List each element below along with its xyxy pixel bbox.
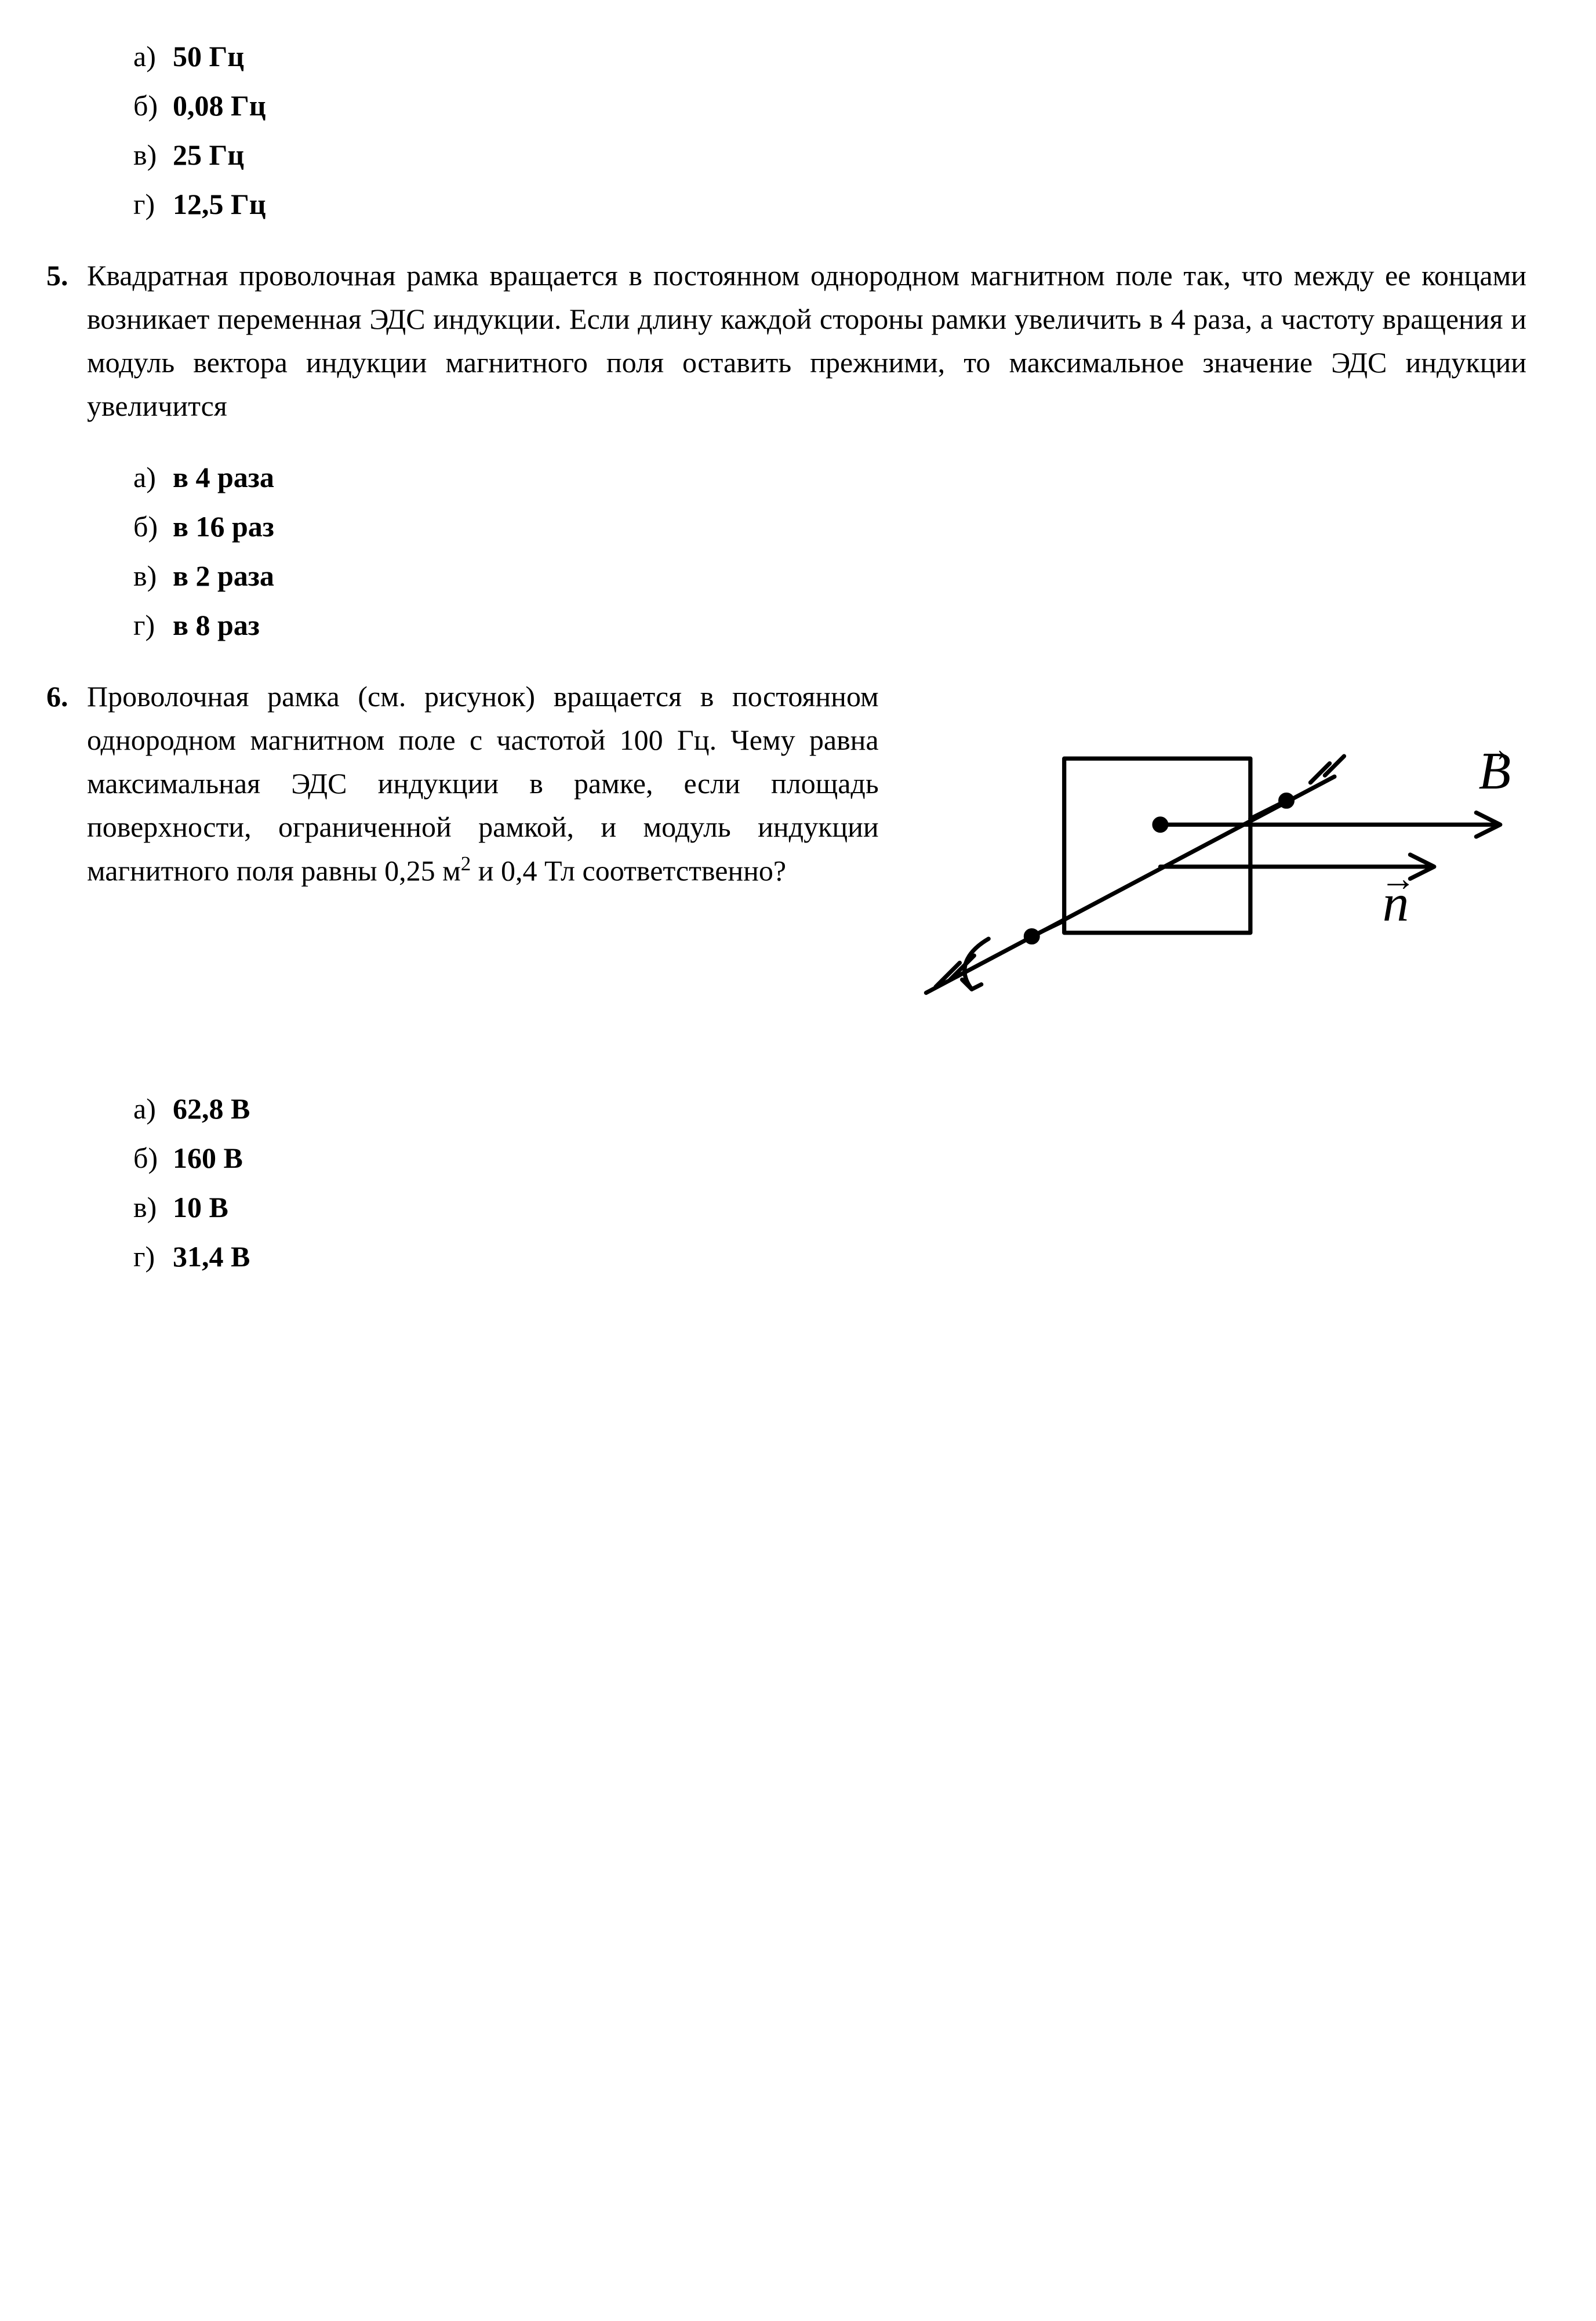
- option-marker: г): [133, 183, 173, 226]
- question-row: 5. Квадратная проволочная рамка вращаетс…: [46, 254, 1526, 428]
- option-marker: б): [133, 1136, 173, 1180]
- option-a: а) 62,8 В: [133, 1087, 1526, 1131]
- option-v: в) 10 В: [133, 1186, 1526, 1229]
- option-value: в 4 раза: [173, 456, 274, 499]
- option-g: г) 31,4 В: [133, 1235, 1526, 1278]
- question-5: 5. Квадратная проволочная рамка вращаетс…: [46, 254, 1526, 428]
- option-value: 0,08 Гц: [173, 84, 266, 128]
- option-value: в 16 раз: [173, 505, 274, 549]
- q5-options: а) в 4 раза б) в 16 раз в) в 2 раза г) в…: [133, 456, 1526, 647]
- question-text: Проволочная рамка (см. рисунок) вращаетс…: [87, 675, 879, 893]
- option-marker: а): [133, 456, 173, 499]
- q6-text-part2: и 0,4 Тл соответственно?: [471, 855, 786, 887]
- option-g: г) в 8 раз: [133, 604, 1526, 647]
- question-number: 5.: [46, 254, 87, 297]
- option-b: б) в 16 раз: [133, 505, 1526, 549]
- option-v: в) в 2 раза: [133, 554, 1526, 598]
- option-marker: б): [133, 84, 173, 128]
- option-value: в 8 раз: [173, 604, 260, 647]
- option-marker: в): [133, 133, 173, 177]
- option-marker: в): [133, 1186, 173, 1229]
- figure-frame-in-field: B → n →: [902, 675, 1526, 1059]
- option-value: 62,8 В: [173, 1087, 250, 1131]
- frame-diagram-svg: B → n →: [902, 687, 1526, 1047]
- question-6: 6. Проволочная рамка (см. рисунок) враща…: [46, 675, 1526, 1059]
- option-value: 12,5 Гц: [173, 183, 266, 226]
- option-a: а) в 4 раза: [133, 456, 1526, 499]
- question-row: 6. Проволочная рамка (см. рисунок) враща…: [46, 675, 1526, 1059]
- option-b: б) 160 В: [133, 1136, 1526, 1180]
- option-b: б) 0,08 Гц: [133, 84, 1526, 128]
- option-value: 50 Гц: [173, 35, 244, 78]
- svg-text:→: →: [1380, 859, 1416, 899]
- option-marker: г): [133, 1235, 173, 1278]
- question-number: 6.: [46, 675, 87, 718]
- question-text: Квадратная проволочная рамка вращается в…: [87, 254, 1526, 428]
- superscript: 2: [461, 852, 471, 875]
- q4-options: а) 50 Гц б) 0,08 Гц в) 25 Гц г) 12,5 Гц: [133, 35, 1526, 226]
- q6-container: Проволочная рамка (см. рисунок) вращаетс…: [87, 675, 1526, 1059]
- option-marker: в): [133, 554, 173, 598]
- option-value: 160 В: [173, 1136, 243, 1180]
- option-value: 25 Гц: [173, 133, 244, 177]
- svg-text:→: →: [1476, 729, 1512, 769]
- option-value: 10 В: [173, 1186, 228, 1229]
- option-marker: б): [133, 505, 173, 549]
- option-marker: а): [133, 35, 173, 78]
- option-marker: г): [133, 604, 173, 647]
- option-marker: а): [133, 1087, 173, 1131]
- option-value: в 2 раза: [173, 554, 274, 598]
- option-value: 31,4 В: [173, 1235, 250, 1278]
- q6-options: а) 62,8 В б) 160 В в) 10 В г) 31,4 В: [133, 1087, 1526, 1278]
- option-a: а) 50 Гц: [133, 35, 1526, 78]
- option-g: г) 12,5 Гц: [133, 183, 1526, 226]
- option-v: в) 25 Гц: [133, 133, 1526, 177]
